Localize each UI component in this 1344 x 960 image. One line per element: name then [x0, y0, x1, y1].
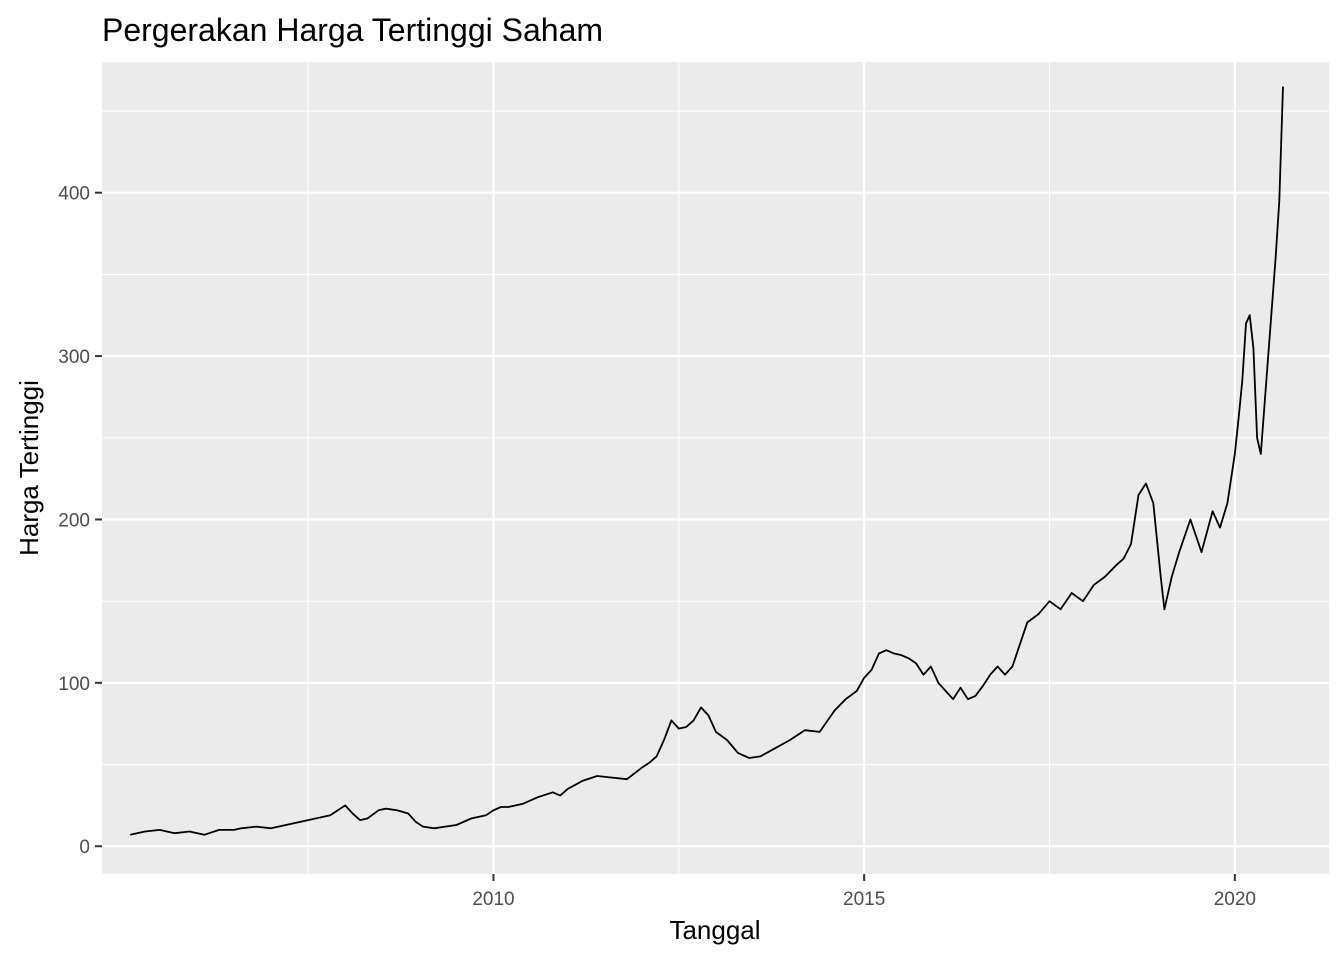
- major-gridlines: [102, 62, 1329, 874]
- x-tick-label-2015: 2015: [843, 889, 885, 910]
- chart-title: Pergerakan Harga Tertinggi Saham: [102, 12, 603, 48]
- x-tick-label-2010: 2010: [472, 889, 514, 910]
- plot-panel: [102, 62, 1329, 874]
- y-tick-label-100: 100: [58, 674, 90, 695]
- y-tick-label-0: 0: [79, 837, 90, 858]
- series-layer: [130, 86, 1284, 836]
- x-axis-ticks: 2010 2015 2020: [472, 874, 1256, 910]
- x-tick-label-2020: 2020: [1214, 889, 1256, 910]
- series-line-0: [130, 86, 1284, 836]
- y-axis-title: Harga Tertinggi: [14, 380, 44, 556]
- y-tick-label-200: 200: [58, 510, 90, 531]
- x-axis-title: Tanggal: [669, 915, 760, 945]
- y-tick-label-400: 400: [58, 184, 90, 205]
- y-tick-label-300: 300: [58, 347, 90, 368]
- minor-gridlines: [102, 62, 1329, 874]
- y-axis-ticks: 0 100 200 300 400: [58, 184, 102, 858]
